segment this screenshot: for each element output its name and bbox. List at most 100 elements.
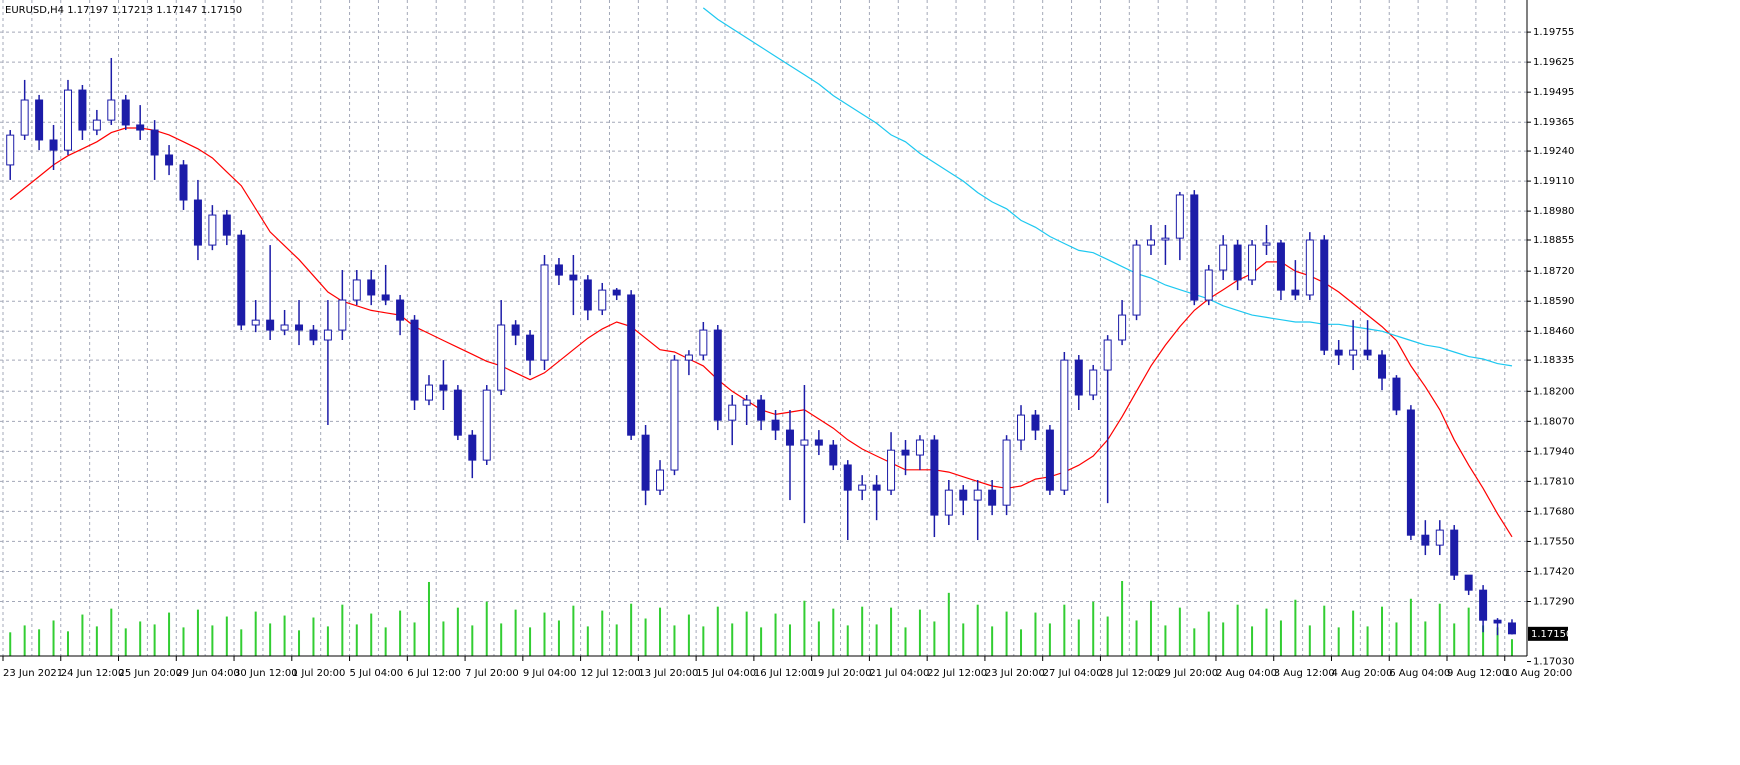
volume-bar: [875, 624, 878, 656]
candle-body: [930, 439, 939, 516]
candle-body: [1276, 242, 1285, 291]
volume-bar: [298, 630, 301, 656]
volume-bar: [1048, 623, 1051, 656]
volume-bar: [991, 626, 994, 656]
x-tick-label: 9 Jul 04:00: [523, 668, 577, 679]
volume-bar: [904, 627, 907, 656]
volume-bar: [1207, 611, 1210, 656]
candle-body: [309, 329, 318, 341]
x-tick-label: 9 Aug 12:00: [1447, 668, 1508, 679]
volume-bar: [240, 629, 243, 656]
x-tick-label: 24 Jun 12:00: [61, 668, 125, 679]
volume-bar: [514, 609, 517, 656]
candle-body: [728, 404, 737, 421]
y-tick-label: 1.18200: [1533, 386, 1574, 397]
volume-bar: [687, 614, 690, 656]
x-tick-label: 23 Jul 20:00: [985, 668, 1045, 679]
candle-body: [1406, 409, 1415, 536]
candle-body: [1017, 414, 1026, 441]
x-tick-label: 23 Jun 2021: [3, 668, 63, 679]
x-tick-label: 1 Jul 20:00: [292, 668, 346, 679]
y-tick-label: 1.17030: [1533, 657, 1574, 668]
volume-bar: [326, 626, 329, 656]
candle-body: [1060, 359, 1069, 491]
candle-body: [944, 489, 953, 516]
candle-body: [915, 439, 924, 456]
candle-body: [1493, 619, 1502, 624]
volume-bar: [615, 624, 618, 656]
x-tick-label: 29 Jun 04:00: [176, 668, 240, 679]
candle-body: [1392, 377, 1401, 411]
candle-body: [165, 154, 174, 166]
candle-body: [1479, 589, 1488, 621]
candle-body: [757, 399, 766, 421]
candle-body: [49, 139, 58, 151]
y-tick-label: 1.18590: [1533, 296, 1574, 307]
volume-bar: [557, 620, 560, 656]
volume-bar: [427, 581, 430, 656]
candle-body: [1305, 239, 1314, 296]
candle-body: [92, 119, 101, 131]
candle-body: [887, 449, 896, 491]
candle-body: [684, 354, 693, 361]
y-tick-label: 1.17420: [1533, 566, 1574, 577]
candle-body: [497, 324, 506, 391]
y-tick-label: 1.18070: [1533, 416, 1574, 427]
volume-bar: [399, 610, 402, 656]
candle-body: [179, 164, 188, 201]
volume-bar: [918, 609, 921, 656]
volume-bar: [1453, 623, 1456, 656]
volume-bar: [861, 606, 864, 656]
candle-body: [1002, 439, 1011, 506]
candle-body: [1031, 414, 1040, 431]
volume-bar: [1467, 607, 1470, 656]
candle-body: [800, 439, 809, 446]
volume-bar: [702, 626, 705, 656]
volume-bar: [1308, 625, 1311, 656]
candle-body: [713, 329, 722, 421]
candle-body: [222, 214, 231, 236]
volume-bar: [803, 600, 806, 656]
volume-bar: [312, 617, 315, 656]
volume-bar: [1424, 621, 1427, 656]
volume-bar: [846, 625, 849, 656]
x-tick-label: 3 Aug 12:00: [1274, 668, 1335, 679]
volume-bar: [1236, 604, 1239, 656]
candle-body: [468, 434, 477, 461]
x-tick-label: 12 Jul 12:00: [581, 668, 641, 679]
volume-bar: [1020, 629, 1023, 656]
volume-bar: [1178, 607, 1181, 656]
candle-body: [583, 279, 592, 311]
candle-body: [280, 324, 289, 331]
volume-bar: [1482, 625, 1485, 656]
x-tick-label: 28 Jul 12:00: [1100, 668, 1160, 679]
y-tick-label: 1.18720: [1533, 266, 1574, 277]
candle-body: [1248, 244, 1257, 281]
volume-bar: [225, 616, 228, 656]
volume-bar: [370, 613, 373, 656]
y-tick-label: 1.19625: [1533, 57, 1574, 68]
volume-bar: [95, 626, 98, 656]
volume-bar: [832, 608, 835, 656]
y-tick-label: 1.19365: [1533, 117, 1574, 128]
candle-body: [352, 279, 361, 301]
y-tick-label: 1.17940: [1533, 446, 1574, 457]
candle-body: [1103, 339, 1112, 371]
candle-body: [1219, 244, 1228, 271]
volume-bar: [774, 613, 777, 656]
candle-body: [612, 289, 621, 296]
y-tick-label: 1.17290: [1533, 596, 1574, 607]
candle-body: [1334, 349, 1343, 356]
x-tick-label: 6 Jul 12:00: [407, 668, 461, 679]
volume-bar: [1077, 619, 1080, 656]
candle-body: [424, 384, 433, 401]
volume-bar: [283, 615, 286, 656]
candle-body: [136, 124, 145, 131]
candle-body: [208, 214, 217, 246]
volume-bar: [500, 623, 503, 656]
candle-body: [410, 319, 419, 401]
x-tick-label: 22 Jul 12:00: [927, 668, 987, 679]
volume-bar: [673, 625, 676, 656]
volume-bar: [529, 627, 532, 656]
